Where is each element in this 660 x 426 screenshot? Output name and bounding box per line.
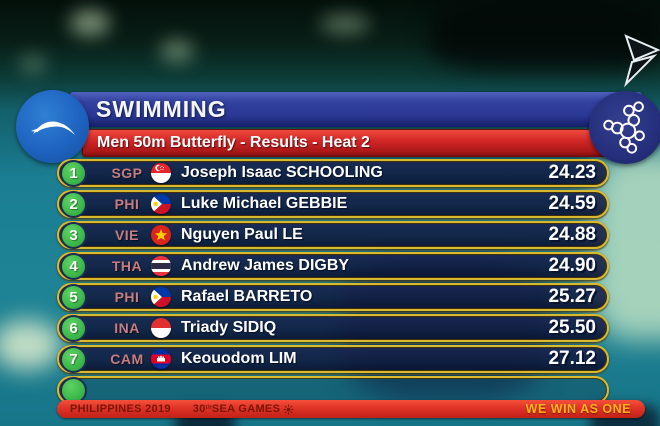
water-pale-patch (0, 320, 62, 370)
result-time: 27.12 (548, 348, 596, 369)
slogan-label: WE WIN AS ONE (525, 402, 631, 416)
noc-code: INA (114, 320, 140, 336)
water-reflection (70, 10, 110, 36)
athlete-name: Nguyen Paul LE (181, 226, 303, 243)
result-row: 5 PHI Rafael BARRETO 25.27 (57, 283, 609, 311)
event-subtitle: Men 50m Butterfly - Results - Heat 2 (97, 134, 370, 151)
broadcaster-logo-icon (624, 34, 660, 88)
noc-code: VIE (114, 227, 140, 243)
athlete-name: Andrew James DIGBY (181, 257, 350, 274)
result-time: 24.88 (548, 224, 596, 245)
rank-badge: 6 (60, 314, 87, 342)
rank-badge-empty (60, 376, 87, 404)
flag-icon (151, 225, 171, 245)
flag-icon (151, 256, 171, 276)
games-logo-badge (589, 91, 660, 164)
noc-code: CAM (110, 351, 144, 367)
noc-code: SGP (111, 165, 143, 181)
rank-badge: 7 (60, 345, 87, 373)
rank-badge: 3 (60, 221, 87, 249)
edition-number: 30 (192, 403, 206, 415)
flag-icon (151, 349, 171, 369)
athlete-name: Luke Michael GEBBIE (181, 195, 348, 212)
water-dark-patch (430, 0, 660, 70)
result-time: 24.59 (548, 193, 596, 214)
flag-icon (151, 318, 171, 338)
swimmer-pictogram-icon (30, 121, 75, 135)
empty-result-row (57, 376, 609, 404)
rank-badge: 5 (60, 283, 87, 311)
event-subtitle-bar: Men 50m Butterfly - Results - Heat 2 (82, 129, 637, 157)
water-reflection (20, 55, 46, 73)
water-reflection (320, 14, 370, 34)
result-row: 7 CAM Keouodom LIM 27.12 (57, 345, 609, 373)
result-row: 6 INA Triady SIDIQ 25.50 (57, 314, 609, 342)
sea-games-sun-icon (283, 404, 294, 415)
games-label: SEA GAMES (211, 403, 281, 415)
rank-badge: 1 (60, 159, 87, 187)
athlete-name: Joseph Isaac SCHOOLING (181, 164, 383, 181)
host-label: PHILIPPINES 2019 (70, 403, 171, 415)
edition-suffix: th (205, 405, 212, 411)
flag-icon (151, 194, 171, 214)
water-reflection (160, 40, 194, 62)
result-row: 2 PHI Luke Michael GEBBIE 24.59 (57, 190, 609, 218)
result-row: 1 SGP Joseph Isaac SCHOOLING 24.23 (57, 159, 609, 187)
flag-icon (151, 163, 171, 183)
sport-title: SWIMMING (96, 96, 227, 122)
result-row: 3 VIE Nguyen Paul LE 24.88 (57, 221, 609, 249)
sport-title-bar: SWIMMING (70, 92, 642, 127)
result-time: 25.27 (548, 286, 596, 307)
results-list: 1 SGP Joseph Isaac SCHOOLING 24.23 2 PHI… (57, 159, 609, 404)
flag-icon (151, 287, 171, 307)
sea-games-rings-icon (603, 100, 645, 154)
athlete-name: Triady SIDIQ (181, 319, 277, 336)
athlete-name: Rafael BARRETO (181, 288, 313, 305)
noc-code: THA (111, 258, 143, 274)
result-row: 4 THA Andrew James DIGBY 24.90 (57, 252, 609, 280)
sport-pictogram-badge (16, 90, 89, 163)
rank-badge: 4 (60, 252, 87, 280)
result-time: 25.50 (548, 317, 596, 338)
noc-code: PHI (114, 196, 140, 212)
result-time: 24.90 (548, 255, 596, 276)
noc-code: PHI (114, 289, 140, 305)
result-time: 24.23 (548, 162, 596, 183)
athlete-name: Keouodom LIM (181, 350, 297, 367)
rank-badge: 2 (60, 190, 87, 218)
